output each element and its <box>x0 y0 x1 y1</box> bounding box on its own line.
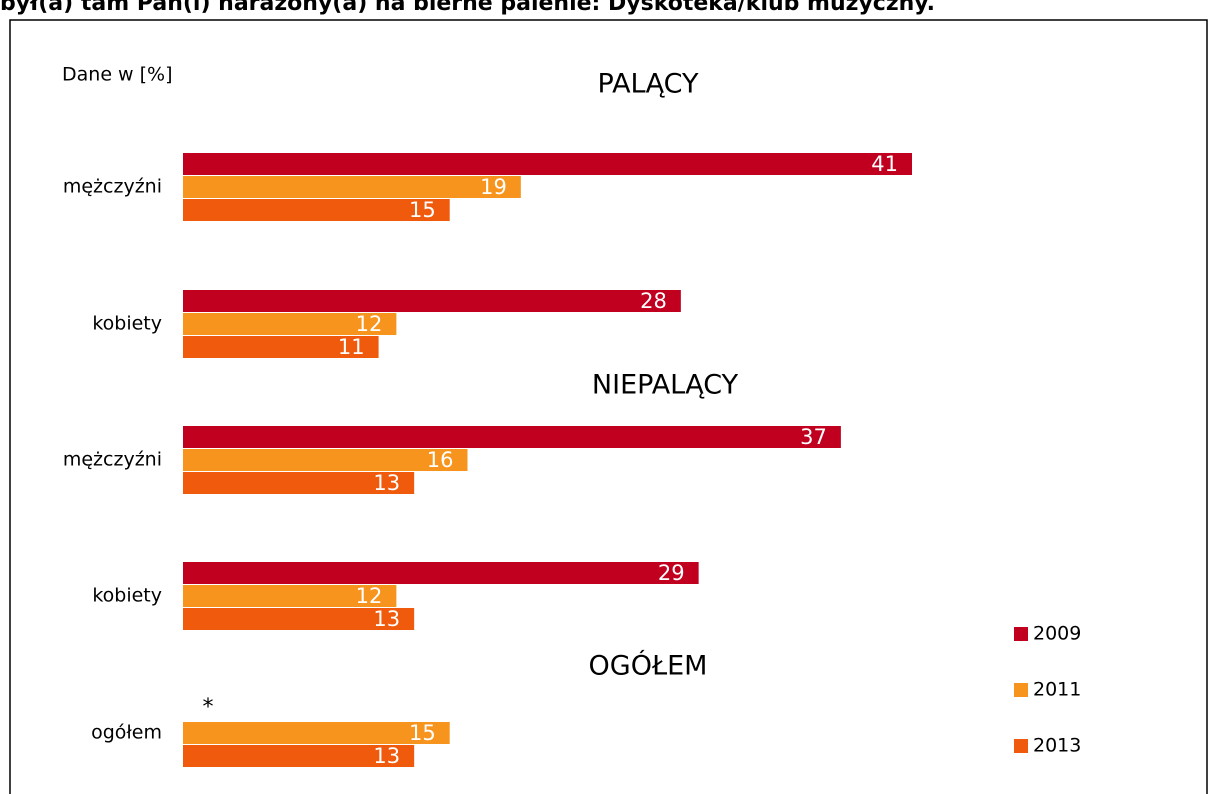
value-label: 29 <box>658 561 685 585</box>
frame <box>9 19 1208 794</box>
bar <box>183 426 841 448</box>
note: * <box>203 695 214 720</box>
value-label: 11 <box>338 335 365 359</box>
category-label: mężczyźni <box>63 449 162 471</box>
bar <box>183 176 521 198</box>
legend-label: 2013 <box>1033 735 1081 757</box>
section-title: NIEPALĄCY <box>592 370 739 401</box>
category-label: ogółem <box>91 722 162 744</box>
bar <box>183 562 699 584</box>
value-label: 19 <box>480 175 507 199</box>
value-label: 13 <box>373 744 400 768</box>
value-label: 15 <box>409 198 436 222</box>
bar <box>183 290 681 312</box>
bar <box>183 313 397 335</box>
legend-swatch <box>1014 739 1028 753</box>
value-label: 12 <box>356 584 383 608</box>
bar <box>183 722 450 744</box>
legend-label: 2009 <box>1033 623 1081 645</box>
value-label: 37 <box>800 425 827 449</box>
subtitle: Dane w [%] <box>62 64 173 86</box>
legend-label: 2011 <box>1033 679 1081 701</box>
bar <box>183 449 468 471</box>
category-label: kobiety <box>92 585 162 607</box>
bar <box>183 585 397 607</box>
value-label: 28 <box>640 289 667 313</box>
category-label: kobiety <box>92 313 162 335</box>
bar <box>183 199 450 221</box>
value-label: 15 <box>409 721 436 745</box>
value-label: 16 <box>427 448 454 472</box>
value-label: 41 <box>871 152 898 176</box>
chart-title: był(a) tam Pan(i) narażony(a) na bierne … <box>0 0 935 16</box>
bar <box>183 745 415 767</box>
legend-swatch <box>1014 683 1028 697</box>
bar <box>183 472 415 494</box>
value-label: 13 <box>373 607 400 631</box>
bar <box>183 608 415 630</box>
category-label: mężczyźni <box>63 176 162 198</box>
value-label: 12 <box>356 312 383 336</box>
section-title: PALĄCY <box>598 69 699 100</box>
bar <box>183 153 912 175</box>
legend-swatch <box>1014 627 1028 641</box>
section-title: OGÓŁEM <box>589 650 708 682</box>
value-label: 13 <box>373 471 400 495</box>
bar <box>183 336 379 358</box>
